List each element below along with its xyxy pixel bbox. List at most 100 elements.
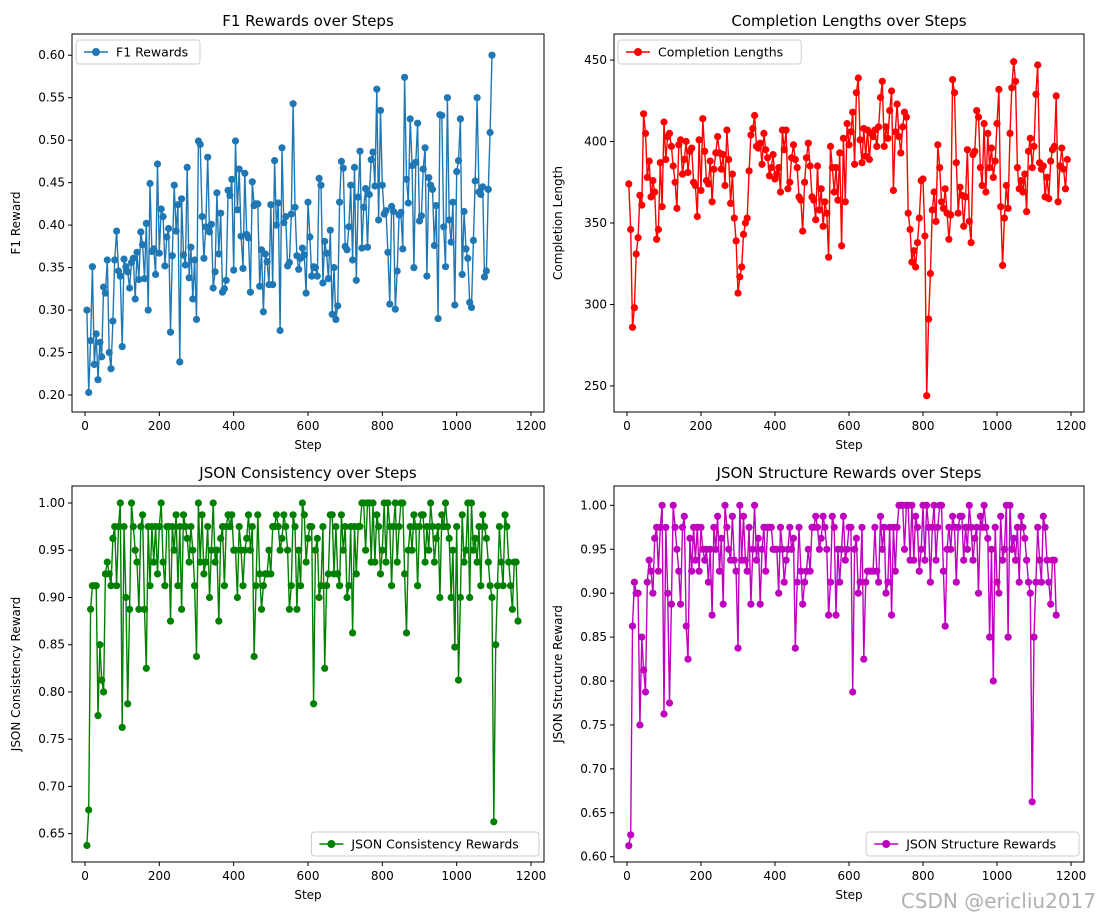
- data-point: [302, 558, 310, 566]
- data-point: [888, 87, 896, 95]
- data-point: [636, 191, 644, 199]
- data-point: [165, 224, 173, 233]
- data-point: [841, 198, 849, 206]
- data-point: [482, 534, 490, 543]
- data-point: [852, 534, 861, 542]
- data-point: [166, 328, 175, 336]
- data-point: [952, 159, 960, 167]
- data-point: [1006, 501, 1014, 509]
- data-point: [945, 235, 953, 243]
- y-tick-label: 0.50: [38, 133, 65, 147]
- data-point: [272, 221, 280, 229]
- data-point: [263, 258, 271, 266]
- data-point: [625, 180, 633, 188]
- data-point: [464, 254, 472, 262]
- data-point: [300, 511, 308, 519]
- data-point: [362, 185, 370, 193]
- data-point: [856, 578, 864, 586]
- data-point: [204, 153, 212, 161]
- data-point: [758, 160, 766, 168]
- data-point: [508, 605, 516, 613]
- series-line: [86, 502, 519, 846]
- data-point: [752, 556, 761, 564]
- data-point: [1050, 556, 1058, 564]
- data-point: [919, 175, 927, 183]
- data-point: [636, 721, 644, 729]
- data-point: [447, 593, 455, 602]
- data-point: [453, 523, 461, 531]
- data-point: [773, 170, 781, 178]
- data-point: [412, 158, 420, 166]
- data-point: [830, 523, 838, 531]
- data-point: [369, 499, 377, 507]
- data-point: [884, 134, 892, 142]
- x-tick-label: 1200: [516, 419, 547, 433]
- data-point: [256, 570, 264, 578]
- data-point: [133, 248, 141, 256]
- data-point: [176, 523, 184, 531]
- data-point: [304, 534, 312, 543]
- data-point: [153, 570, 162, 578]
- series-line: [628, 504, 1057, 846]
- y-tick-label: 450: [584, 53, 607, 67]
- data-point: [192, 315, 201, 323]
- data-point: [732, 237, 740, 245]
- data-point: [767, 164, 775, 172]
- data-point: [673, 545, 681, 553]
- data-point: [484, 185, 492, 193]
- data-point: [397, 208, 405, 216]
- data-point: [795, 523, 803, 531]
- data-point: [211, 268, 219, 276]
- data-point: [198, 511, 206, 519]
- data-point: [109, 317, 117, 325]
- data-point: [230, 266, 238, 274]
- data-point: [176, 358, 184, 366]
- data-point: [641, 129, 650, 137]
- data-point: [129, 254, 137, 262]
- data-point: [1021, 534, 1029, 542]
- data-point: [170, 181, 178, 189]
- data-point: [378, 181, 386, 189]
- data-point: [440, 223, 448, 231]
- data-point: [244, 511, 253, 519]
- data-point: [976, 164, 985, 172]
- data-point: [701, 147, 709, 155]
- data-point: [428, 185, 437, 193]
- data-point: [453, 168, 461, 176]
- data-point: [423, 272, 431, 280]
- data-point: [94, 376, 102, 384]
- data-point: [974, 113, 983, 121]
- data-point: [989, 173, 997, 181]
- data-point: [205, 593, 214, 602]
- data-point: [215, 250, 223, 258]
- data-point: [756, 600, 764, 608]
- data-point: [882, 589, 890, 597]
- data-point: [917, 545, 925, 553]
- data-point: [908, 258, 916, 266]
- data-point: [971, 534, 979, 542]
- data-point: [205, 228, 214, 236]
- data-point: [739, 512, 748, 520]
- data-point: [295, 265, 303, 273]
- data-point: [963, 146, 972, 154]
- data-point: [445, 216, 453, 224]
- data-point: [98, 676, 106, 684]
- data-point: [384, 248, 392, 256]
- data-point: [888, 611, 896, 619]
- data-point: [823, 545, 831, 553]
- data-point: [654, 225, 663, 234]
- data-point: [298, 244, 306, 252]
- data-point: [799, 227, 807, 235]
- data-point: [179, 511, 188, 519]
- data-point: [166, 617, 175, 625]
- x-tick-label: 400: [764, 869, 787, 883]
- data-point: [986, 164, 994, 172]
- data-point: [721, 181, 729, 190]
- data-point: [124, 700, 132, 708]
- x-tick-label: 200: [148, 869, 171, 883]
- data-point: [708, 198, 716, 206]
- data-point: [185, 274, 193, 282]
- data-point: [399, 245, 407, 253]
- data-point: [336, 582, 344, 590]
- x-tick-label: 0: [623, 419, 631, 433]
